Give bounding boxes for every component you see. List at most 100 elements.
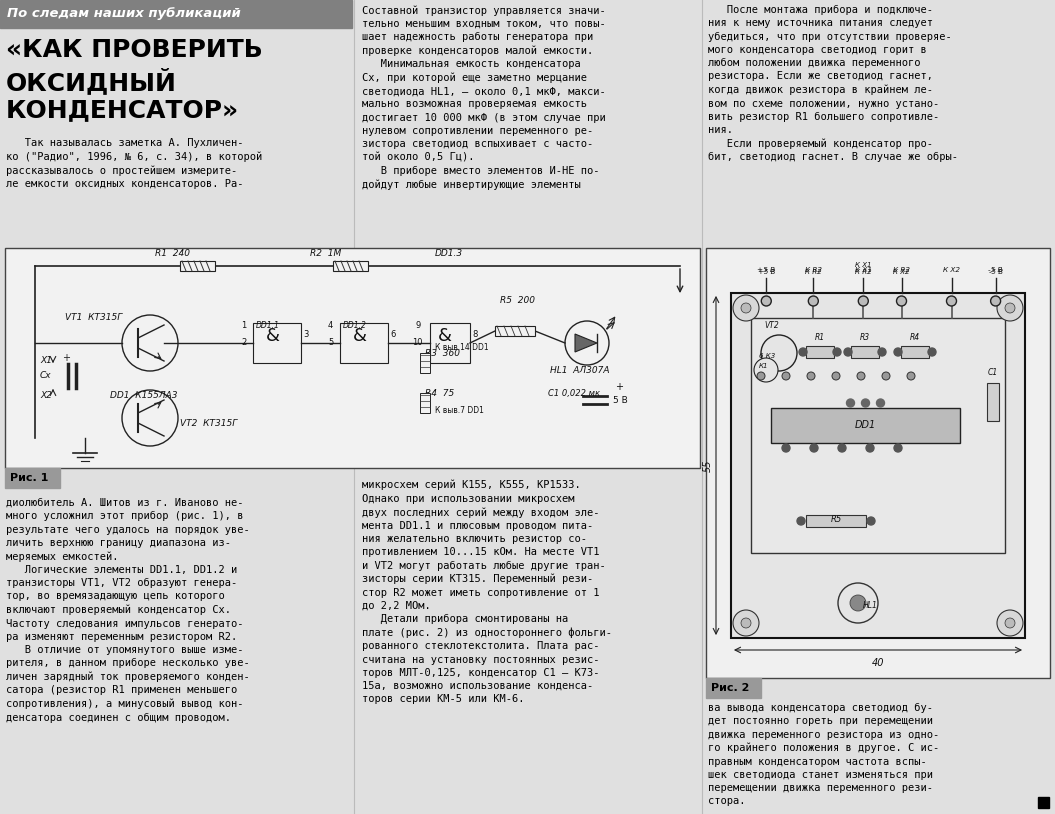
Circle shape — [1005, 618, 1015, 628]
Text: К X2: К X2 — [894, 269, 909, 275]
Circle shape — [894, 348, 902, 356]
Circle shape — [782, 372, 790, 380]
Text: &: & — [266, 327, 280, 345]
Circle shape — [997, 610, 1023, 636]
Bar — [180, 261, 215, 271]
Circle shape — [782, 444, 790, 452]
Bar — [731, 293, 1025, 638]
Circle shape — [946, 296, 957, 306]
Bar — [5, 468, 60, 488]
Text: диолюбитель А. Шитов из г. Иваново не-
много усложнил этот прибор (рис. 1), в
ре: диолюбитель А. Шитов из г. Иваново не- м… — [6, 498, 250, 723]
Text: &: & — [353, 327, 367, 345]
Circle shape — [859, 296, 868, 306]
Circle shape — [897, 296, 906, 306]
Text: HL1  АЛ307А: HL1 АЛ307А — [550, 366, 610, 375]
Text: R3: R3 — [860, 333, 870, 342]
Text: DD1: DD1 — [855, 421, 876, 431]
Bar — [420, 393, 430, 413]
Text: К X1
К R2: К X1 К R2 — [855, 262, 871, 275]
Circle shape — [838, 583, 878, 623]
Bar — [430, 323, 469, 363]
Circle shape — [741, 303, 751, 313]
Text: ва вывода конденсатора светодиод бу-
дет постоянно гореть при перемещении
движка: ва вывода конденсатора светодиод бу- дет… — [708, 703, 939, 806]
Text: C1: C1 — [987, 368, 998, 377]
Text: DD1  К155ЛА3: DD1 К155ЛА3 — [110, 391, 177, 400]
Circle shape — [757, 372, 765, 380]
Circle shape — [565, 321, 609, 365]
Circle shape — [928, 348, 936, 356]
Circle shape — [862, 399, 869, 407]
Bar — [495, 326, 535, 336]
Text: К выв.7 DD1: К выв.7 DD1 — [435, 406, 484, 415]
Text: К R2: К R2 — [893, 267, 910, 273]
Circle shape — [997, 295, 1023, 321]
Text: -5 В: -5 В — [989, 269, 1002, 275]
Text: микросхем серий К155, К555, КР1533.
Однако при использовании микросхем
двух посл: микросхем серий К155, К555, КР1533. Одна… — [362, 480, 612, 704]
Text: DD1.1: DD1.1 — [256, 321, 280, 330]
Text: R3  360: R3 360 — [425, 349, 460, 358]
Text: 10: 10 — [413, 338, 422, 347]
Text: Cx: Cx — [40, 371, 52, 380]
Bar — [901, 346, 929, 358]
Polygon shape — [575, 334, 597, 352]
Circle shape — [122, 315, 178, 371]
Text: R4  75: R4 75 — [425, 389, 455, 398]
Bar — [706, 678, 761, 698]
Text: К R2: К R2 — [805, 269, 822, 275]
Text: Составной транзистор управляется значи-
тельно меньшим входным током, что повы-
: Составной транзистор управляется значи- … — [362, 5, 606, 190]
Text: ОКСИДНЫЙ: ОКСИДНЫЙ — [6, 68, 177, 95]
Text: Рис. 2: Рис. 2 — [711, 683, 749, 693]
Bar — [1038, 797, 1049, 808]
Text: DD1.3: DD1.3 — [435, 249, 463, 258]
Text: 40: 40 — [871, 658, 884, 668]
Text: X1: X1 — [40, 356, 52, 365]
Bar — [340, 323, 388, 363]
Circle shape — [882, 372, 890, 380]
Circle shape — [877, 399, 884, 407]
Circle shape — [866, 444, 874, 452]
Circle shape — [844, 348, 852, 356]
Circle shape — [733, 610, 759, 636]
Text: 9: 9 — [416, 321, 421, 330]
Text: «КАК ПРОВЕРИТЬ: «КАК ПРОВЕРИТЬ — [6, 38, 263, 62]
Text: DD1.2: DD1.2 — [343, 321, 367, 330]
Bar — [987, 383, 999, 421]
Circle shape — [838, 444, 846, 452]
Text: HL1: HL1 — [863, 601, 878, 610]
Bar — [851, 346, 879, 358]
Text: Рис. 1: Рис. 1 — [9, 473, 49, 483]
Circle shape — [797, 517, 805, 525]
Circle shape — [894, 444, 902, 452]
Text: X2: X2 — [40, 391, 52, 400]
Text: VT2  КТ315Г: VT2 КТ315Г — [180, 419, 237, 428]
Text: C1 0,022 мк: C1 0,022 мк — [548, 389, 600, 398]
Circle shape — [122, 390, 178, 446]
Text: К1: К1 — [759, 363, 768, 369]
Circle shape — [761, 335, 797, 371]
Text: +5 В: +5 В — [757, 269, 775, 275]
Bar — [5, 248, 701, 468]
Text: VT1  КТ315Г: VT1 КТ315Г — [65, 313, 122, 322]
Text: R1  240: R1 240 — [155, 249, 190, 258]
Text: 8: 8 — [472, 330, 477, 339]
Text: 4: 4 — [328, 321, 333, 330]
Text: +5 В: +5 В — [757, 267, 775, 273]
Circle shape — [808, 296, 819, 306]
Circle shape — [833, 348, 841, 356]
Circle shape — [846, 399, 855, 407]
Bar — [771, 408, 960, 443]
Text: К выв.14 DD1: К выв.14 DD1 — [435, 343, 488, 352]
Text: По следам наших публикаций: По следам наших публикаций — [7, 7, 241, 20]
Text: 5: 5 — [328, 338, 333, 347]
Text: R2  1M: R2 1M — [310, 249, 341, 258]
Text: R5: R5 — [830, 515, 842, 524]
Bar — [0, 0, 352, 28]
Text: -5 В: -5 В — [989, 267, 1003, 273]
Circle shape — [867, 517, 875, 525]
Bar — [253, 323, 301, 363]
Text: VT2: VT2 — [764, 321, 779, 330]
Text: Так называлась заметка А. Пухличен-
ко ("Радио", 1996, № 6, с. 34), в которой
ра: Так называлась заметка А. Пухличен- ко (… — [6, 138, 263, 189]
Text: 3: 3 — [303, 330, 308, 339]
Circle shape — [733, 295, 759, 321]
Text: КОНДЕНСАТОР»: КОНДЕНСАТОР» — [6, 98, 239, 122]
